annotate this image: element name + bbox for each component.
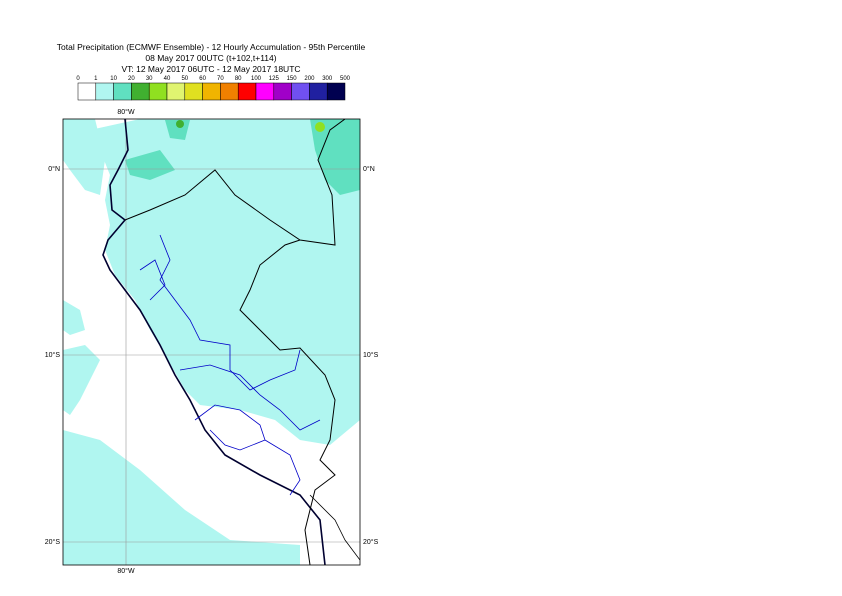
lon-label: 80°W — [117, 567, 135, 575]
title-line: VT: 12 May 2017 06UTC - 12 May 2017 18UT… — [121, 64, 300, 74]
legend-label: 200 — [304, 76, 315, 82]
lat-label: 20°S — [45, 538, 61, 546]
legend-label: 60 — [199, 76, 206, 82]
lat-label: 10°S — [45, 351, 61, 359]
map-frame — [62, 118, 361, 566]
graticule — [63, 119, 360, 565]
legend-label: 1 — [94, 76, 98, 82]
legend-swatch — [95, 82, 114, 101]
legend-swatch — [148, 82, 168, 101]
legend-swatch — [220, 82, 239, 101]
legend-label: 20 — [128, 76, 135, 82]
legend-label: 80 — [235, 76, 242, 82]
legend-label: 300 — [322, 76, 333, 82]
legend-label: 40 — [164, 76, 171, 82]
legend-label: 125 — [269, 76, 280, 82]
legend-swatch — [77, 82, 97, 101]
legend-label: 50 — [181, 76, 188, 82]
legend-swatch — [237, 82, 257, 101]
legend-swatch — [166, 82, 186, 101]
legend-label: 500 — [340, 76, 351, 82]
title-line: Total Precipitation (ECMWF Ensemble) - 1… — [57, 42, 366, 52]
legend-swatch — [273, 82, 292, 101]
boundaries — [102, 119, 360, 565]
legend-swatch — [309, 82, 328, 101]
legend-label: 150 — [287, 76, 298, 82]
title-block: Total Precipitation (ECMWF Ensemble) - 1… — [57, 42, 366, 74]
legend-swatch — [291, 82, 310, 101]
legend-swatch — [131, 82, 150, 101]
legend-label: 0 — [76, 76, 80, 82]
lat-label: 0°N — [48, 165, 60, 173]
lat-label: 0°N — [363, 165, 375, 173]
legend-label: 10 — [110, 76, 117, 82]
legend-label: 100 — [251, 76, 262, 82]
legend: 0 1 10 20 30 40 50 60 70 80 100 125 150 200 300 500 — [76, 76, 351, 101]
legend-swatch — [326, 82, 346, 101]
lat-label: 20°S — [363, 538, 379, 546]
lon-label: 80°W — [117, 108, 135, 116]
legend-label: 30 — [146, 76, 153, 82]
legend-swatch — [202, 82, 221, 101]
legend-swatch — [113, 82, 132, 101]
legend-swatch — [184, 82, 203, 101]
legend-label: 70 — [217, 76, 224, 82]
legend-swatch — [255, 82, 275, 101]
map-area: 80°W 80°W 0°N 0°N 10°S 10°S 20°S 20°S — [45, 108, 379, 575]
lat-label: 10°S — [363, 351, 379, 359]
precip-field — [63, 119, 360, 565]
title-line: 08 May 2017 00UTC (t+102,t+114) — [145, 53, 276, 63]
